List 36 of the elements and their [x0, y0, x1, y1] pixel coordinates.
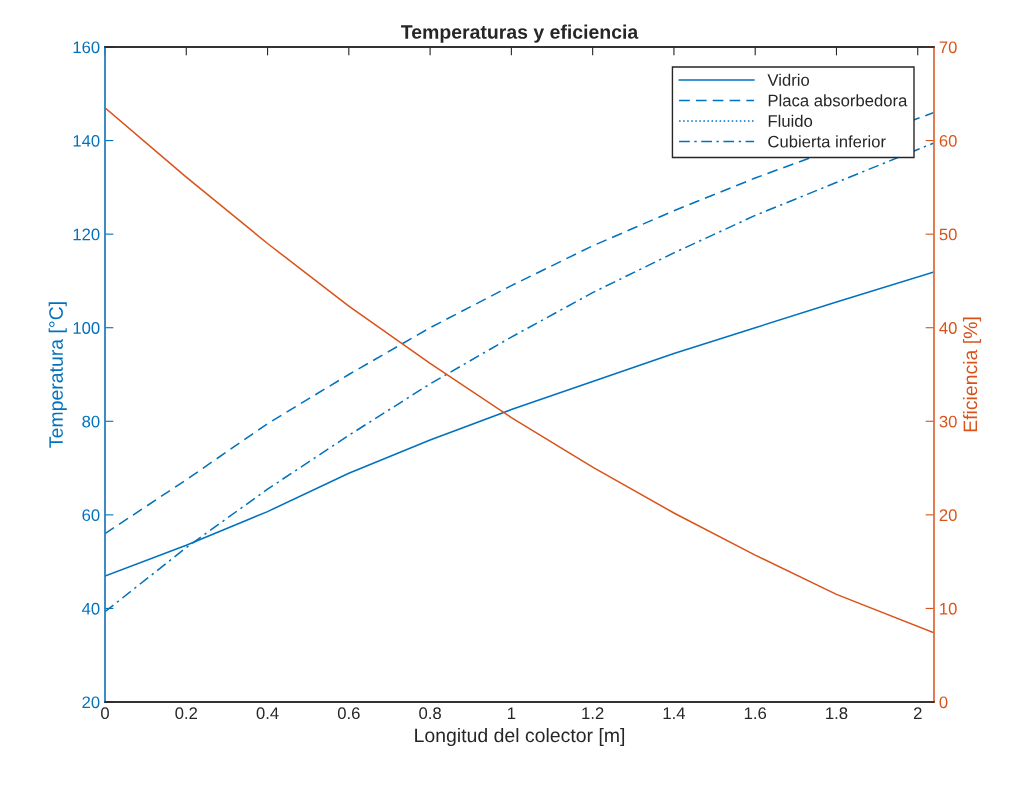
y2-tick-label: 50 — [939, 228, 957, 241]
x-tick-label: 2 — [913, 707, 922, 719]
x-tick-label: 0.6 — [337, 707, 360, 720]
y-tick-label: 120 — [73, 228, 100, 241]
y2-tick-label: 30 — [939, 415, 957, 428]
y-tick-label: 80 — [82, 415, 100, 428]
x-axis-title: Longitud del colector [m] — [415, 727, 625, 747]
x-tick-label: 1.4 — [663, 707, 686, 719]
chart-title: Temperaturas y eficiencia — [401, 24, 639, 43]
line-series — [105, 111, 934, 535]
x-tick-label: 0.8 — [419, 707, 441, 720]
y-tick-label: 100 — [73, 322, 100, 334]
y2-tick-label: 20 — [939, 509, 957, 522]
x-tick-label: 0 — [101, 707, 109, 720]
y2-tick-label: 40 — [939, 322, 957, 334]
y2-tick-label: 10 — [940, 602, 957, 615]
y2-tick-label: 0 — [939, 696, 948, 709]
y-tick-label: 60 — [82, 509, 100, 522]
y-tick-label: 40 — [81, 602, 100, 615]
x-tick-label: 1.8 — [826, 707, 848, 720]
y-tick-label: 20 — [82, 696, 100, 709]
x-tick-label: 0.4 — [256, 707, 279, 720]
y2-tick-label: 70 — [939, 41, 957, 54]
y-axis-title: Temperatura [°C] — [48, 302, 67, 448]
y2-tick-label: 60 — [939, 134, 957, 147]
legend-label: Placa absorbedora — [768, 94, 908, 107]
legend-label: Cubierta inferior — [768, 135, 886, 148]
y-tick-label: 140 — [73, 134, 100, 147]
legend-label: Vidrio — [767, 73, 810, 86]
y-tick-label: 160 — [73, 41, 100, 54]
x-tick-label: 1.2 — [582, 707, 604, 719]
legend-label: Fluido — [768, 114, 813, 127]
y2-axis-title: Eficiencia [%] — [962, 317, 982, 432]
x-tick-label: 1.6 — [744, 707, 767, 720]
x-tick-label: 1 — [508, 707, 516, 719]
x-tick-label: 0.2 — [175, 707, 198, 720]
